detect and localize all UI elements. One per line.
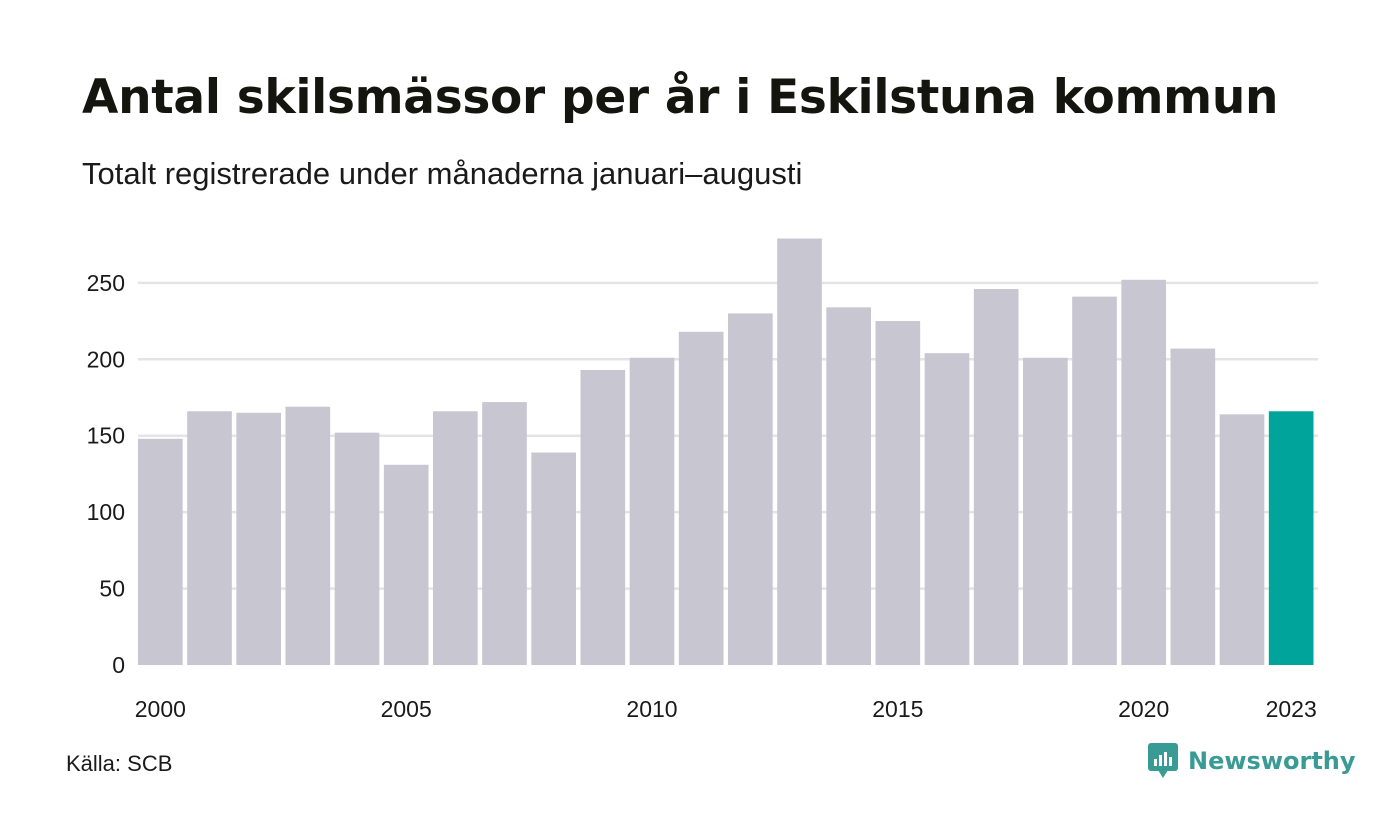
bars bbox=[138, 238, 1314, 665]
chart-subtitle: Totalt registrerade under månaderna janu… bbox=[82, 156, 803, 191]
newsworthy-logo-icon bbox=[1148, 743, 1178, 778]
bar-2005 bbox=[383, 464, 429, 665]
bar-2012 bbox=[728, 313, 773, 665]
bar-2000 bbox=[138, 438, 183, 665]
bar-2009 bbox=[580, 369, 626, 665]
x-tick-label: 2023 bbox=[1266, 696, 1317, 722]
bar-2006 bbox=[433, 411, 478, 665]
x-tick-label: 2010 bbox=[626, 696, 677, 722]
x-tick-label: 2000 bbox=[135, 696, 186, 722]
x-tick-label: 2020 bbox=[1118, 696, 1169, 722]
brand-logo[interactable]: Newsworthy bbox=[1148, 743, 1356, 779]
bar-2021 bbox=[1170, 348, 1216, 665]
bar-2014 bbox=[826, 307, 871, 665]
y-tick-label: 250 bbox=[87, 270, 125, 296]
bar-2001 bbox=[187, 411, 232, 665]
bar-2008 bbox=[531, 452, 576, 665]
x-tick-label: 2015 bbox=[872, 696, 923, 722]
bar-2018 bbox=[1023, 357, 1068, 665]
bar-2016 bbox=[924, 353, 970, 665]
y-tick-label: 100 bbox=[87, 499, 125, 525]
brand-name: Newsworthy bbox=[1188, 747, 1356, 775]
bar-2010 bbox=[629, 357, 675, 665]
bar-2004 bbox=[334, 432, 380, 665]
bar-2002 bbox=[236, 412, 281, 665]
bar-2015 bbox=[875, 321, 921, 665]
bar-2017 bbox=[973, 288, 1019, 665]
bar-2022 bbox=[1219, 414, 1265, 665]
source-note: Källa: SCB bbox=[66, 751, 173, 776]
y-tick-label: 0 bbox=[112, 652, 125, 678]
y-tick-label: 50 bbox=[99, 576, 125, 602]
bar-2007 bbox=[482, 402, 527, 665]
bar-2023 bbox=[1268, 411, 1314, 665]
y-tick-label: 200 bbox=[87, 346, 125, 372]
bar-2013 bbox=[777, 238, 822, 665]
y-axis-ticks: 0 50 100 150 200 250 bbox=[87, 270, 125, 678]
y-tick-label: 150 bbox=[87, 423, 125, 449]
bar-2020 bbox=[1121, 279, 1166, 665]
bar-2019 bbox=[1072, 296, 1117, 665]
x-axis-ticks: 2000 2005 2010 2015 2020 2023 bbox=[135, 696, 1317, 722]
chart-title: Antal skilsmässor per år i Eskilstuna ko… bbox=[82, 70, 1279, 125]
bar-2003 bbox=[285, 406, 331, 665]
x-tick-label: 2005 bbox=[381, 696, 432, 722]
bar-2011 bbox=[678, 331, 724, 665]
